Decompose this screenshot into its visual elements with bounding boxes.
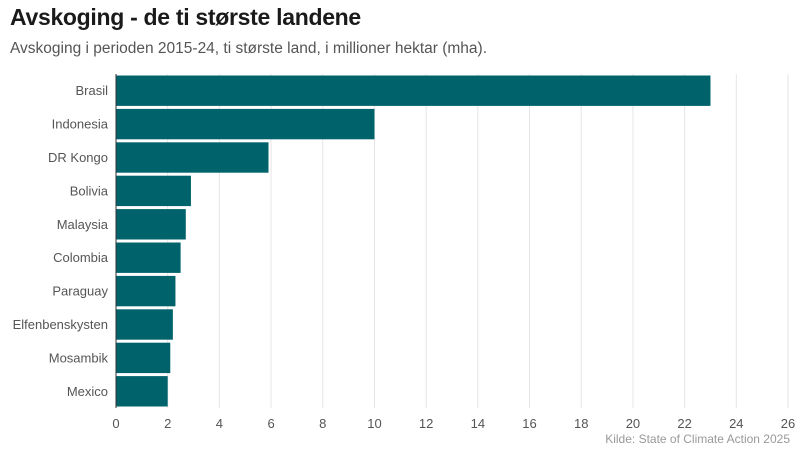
chart-subtitle: Avskoging i perioden 2015-24, ti største… — [10, 40, 487, 57]
x-tick-label: 24 — [729, 416, 743, 431]
x-tick-label: 14 — [471, 416, 485, 431]
x-tick-label: 2 — [164, 416, 171, 431]
bar-mosambik — [116, 342, 171, 374]
category-label: DR Kongo — [48, 150, 108, 165]
x-tick-labels: 0 2 4 6 8 10 12 14 16 18 20 22 24 26 — [112, 416, 795, 431]
category-label: Paraguay — [52, 284, 108, 299]
bar-elfenbenskysten — [116, 309, 173, 340]
chart-title: Avskoging - de ti største landene — [10, 4, 361, 30]
category-labels: Brasil Indonesia DR Kongo Bolivia Malaysia Co… — [13, 83, 109, 399]
x-tick-label: 10 — [367, 416, 381, 431]
bar-indonesia — [116, 108, 375, 140]
category-label: Bolivia — [70, 183, 109, 198]
x-tick-label: 8 — [319, 416, 326, 431]
bar-brasil — [116, 75, 711, 106]
category-label: Malaysia — [57, 217, 109, 232]
bar-colombia — [116, 242, 181, 273]
bar-paraguay — [116, 275, 176, 307]
bar-dr-kongo — [116, 142, 269, 173]
category-label: Mosambik — [49, 350, 109, 365]
bar-malaysia — [116, 209, 186, 240]
x-tick-label: 16 — [522, 416, 536, 431]
source-note: Kilde: State of Climate Action 2025 — [605, 432, 790, 446]
x-tick-label: 18 — [574, 416, 588, 431]
x-tick-label: 0 — [112, 416, 119, 431]
category-label: Brasil — [75, 83, 108, 98]
x-tick-label: 4 — [216, 416, 223, 431]
bar-bolivia — [116, 175, 191, 207]
category-label: Colombia — [53, 250, 109, 265]
x-tick-label: 12 — [419, 416, 433, 431]
category-label: Indonesia — [52, 117, 109, 132]
x-tick-label: 22 — [677, 416, 691, 431]
grid-lines — [167, 74, 789, 408]
x-tick-label: 26 — [781, 416, 795, 431]
x-tick-label: 20 — [626, 416, 640, 431]
category-label: Elfenbenskysten — [13, 317, 108, 332]
bar-mexico — [116, 376, 168, 407]
bars — [116, 75, 711, 407]
x-tick-label: 6 — [267, 416, 274, 431]
category-label: Mexico — [67, 384, 108, 399]
